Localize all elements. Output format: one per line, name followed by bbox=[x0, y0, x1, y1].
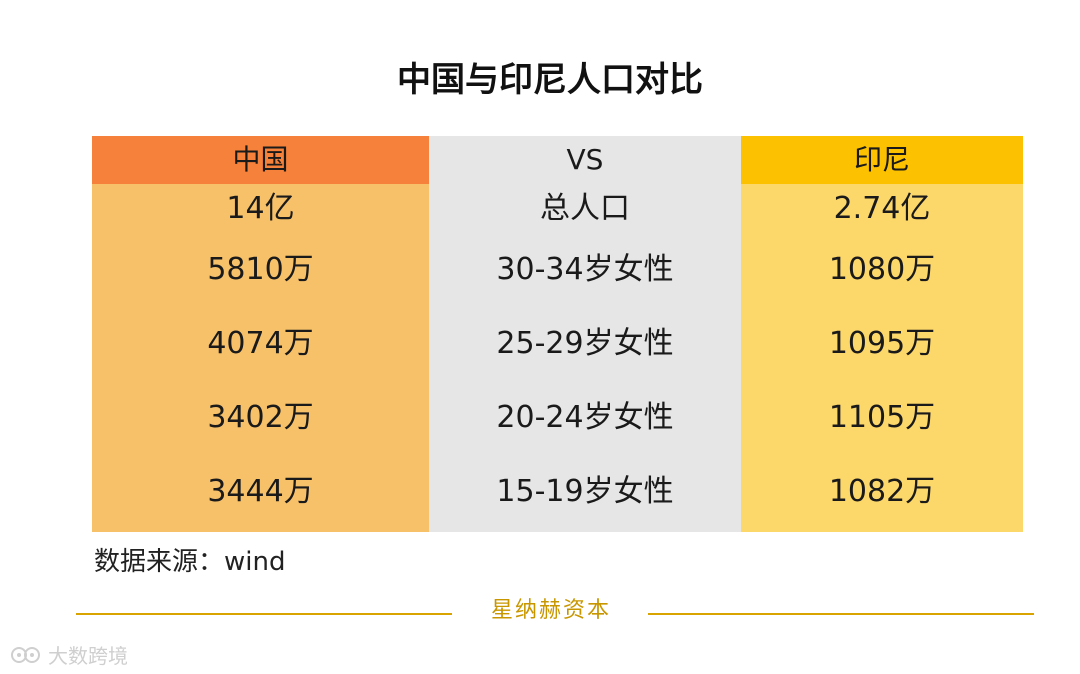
metric-20-24-female: 20-24岁女性 bbox=[496, 400, 674, 435]
footer-brand: 星纳赫资本 bbox=[490, 598, 611, 623]
watermark-logo-icon bbox=[11, 646, 40, 663]
china-20-24-female: 3402万 bbox=[207, 400, 314, 435]
footer-divider-left bbox=[76, 613, 452, 615]
indonesia-25-29-female: 1095万 bbox=[828, 326, 936, 361]
vs-header: VS bbox=[566, 143, 604, 176]
indonesia-15-19-female: 1082万 bbox=[828, 474, 936, 509]
china-15-19-female: 3444万 bbox=[207, 474, 314, 509]
metric-15-19-female: 15-19岁女性 bbox=[496, 474, 674, 509]
footer-divider-right bbox=[648, 613, 1034, 615]
china-total-population: 14亿 bbox=[226, 191, 295, 226]
watermark-text: 大数跨境 bbox=[48, 644, 128, 668]
china-header: 中国 bbox=[92, 136, 429, 184]
vs-column: VS 总人口 30-34岁女性 25-29岁女性 20-24岁女性 15-19岁… bbox=[429, 136, 741, 532]
watermark: 大数跨境 bbox=[10, 640, 128, 669]
metric-total-population: 总人口 bbox=[540, 191, 630, 226]
china-column: 中国 14亿 5810万 4074万 3402万 3444万 bbox=[92, 136, 429, 532]
chart-title: 中国与印尼人口对比 bbox=[397, 60, 703, 100]
comparison-table: 中国 14亿 5810万 4074万 3402万 3444万 VS 总人口 30… bbox=[92, 136, 1023, 532]
metric-30-34-female: 30-34岁女性 bbox=[496, 252, 674, 287]
metric-25-29-female: 25-29岁女性 bbox=[496, 326, 674, 361]
indonesia-20-24-female: 1105万 bbox=[828, 400, 936, 435]
indonesia-header: 印尼 bbox=[741, 136, 1023, 184]
indonesia-column: 印尼 2.74亿 1080万 1095万 1105万 1082万 bbox=[741, 136, 1023, 532]
china-30-34-female: 5810万 bbox=[207, 252, 314, 287]
data-source-note: 数据来源：wind bbox=[94, 547, 286, 577]
china-25-29-female: 4074万 bbox=[207, 326, 314, 361]
indonesia-total-population: 2.74亿 bbox=[833, 191, 931, 226]
indonesia-30-34-female: 1080万 bbox=[828, 252, 936, 287]
